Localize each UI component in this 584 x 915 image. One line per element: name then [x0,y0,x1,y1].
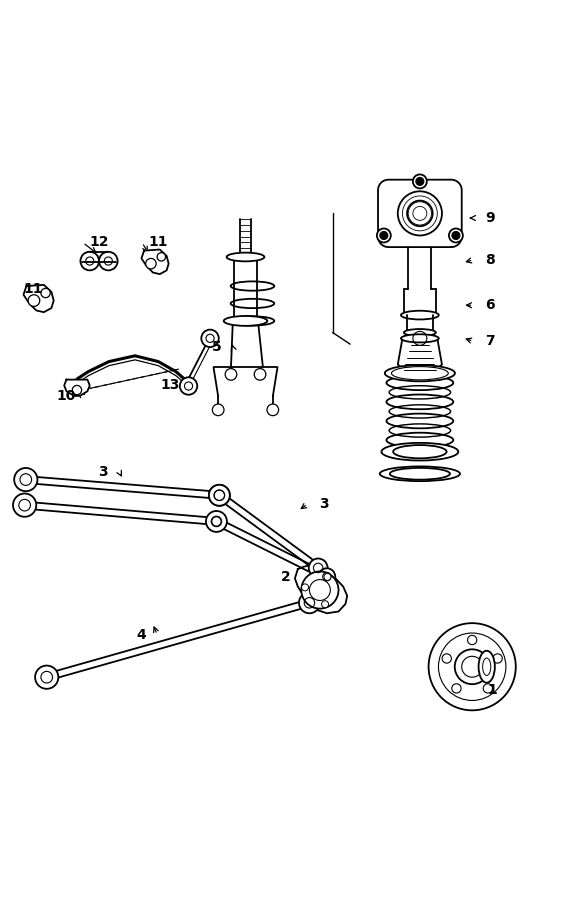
Ellipse shape [401,311,439,319]
Circle shape [254,369,266,381]
Circle shape [299,592,320,613]
Polygon shape [25,501,217,525]
Circle shape [429,623,516,710]
Circle shape [318,568,335,585]
Circle shape [442,654,451,663]
Text: 13: 13 [160,378,180,392]
Circle shape [157,253,165,261]
Circle shape [377,229,391,242]
Circle shape [81,252,99,270]
Text: 11: 11 [23,282,43,296]
Circle shape [455,650,489,684]
Polygon shape [217,492,320,571]
Polygon shape [231,324,263,368]
Circle shape [72,385,82,394]
Text: 11: 11 [148,235,168,250]
Circle shape [99,252,117,270]
Ellipse shape [478,651,495,683]
Text: 6: 6 [485,298,495,312]
Polygon shape [26,476,220,499]
Text: 5: 5 [211,340,221,354]
Circle shape [180,377,197,394]
Circle shape [380,231,388,240]
Circle shape [309,558,328,577]
Ellipse shape [381,443,458,460]
Text: 3: 3 [319,497,329,511]
Text: 9: 9 [485,211,495,225]
Polygon shape [64,380,90,396]
Text: 8: 8 [485,253,495,267]
Ellipse shape [401,334,439,342]
Ellipse shape [224,316,267,326]
Text: 7: 7 [485,334,495,349]
Circle shape [493,654,502,663]
Circle shape [449,229,463,242]
Circle shape [398,191,442,235]
Circle shape [145,258,156,269]
Circle shape [225,369,237,381]
Text: 10: 10 [57,390,76,404]
Circle shape [201,329,219,347]
Circle shape [209,485,230,506]
Circle shape [28,295,40,307]
Circle shape [41,288,50,297]
Text: 2: 2 [281,570,291,584]
Text: 3: 3 [98,465,108,479]
Ellipse shape [404,329,436,336]
Polygon shape [295,565,347,613]
Text: 1: 1 [488,683,498,697]
Circle shape [267,404,279,415]
Circle shape [452,684,461,693]
Circle shape [301,584,308,591]
Polygon shape [398,339,442,376]
Circle shape [35,665,58,689]
Circle shape [322,601,329,608]
Circle shape [207,512,226,531]
Ellipse shape [385,365,455,382]
Circle shape [14,468,37,491]
Polygon shape [46,599,310,681]
Circle shape [213,404,224,415]
Circle shape [413,175,427,188]
Text: 12: 12 [89,235,109,250]
Circle shape [416,178,424,186]
Polygon shape [215,518,328,580]
Circle shape [468,635,477,645]
Circle shape [324,574,331,580]
Ellipse shape [380,467,460,481]
Polygon shape [23,285,54,312]
Circle shape [13,493,36,517]
Text: 4: 4 [136,628,146,641]
Ellipse shape [227,253,265,262]
Polygon shape [141,250,169,274]
Circle shape [206,511,227,532]
Polygon shape [234,260,257,324]
Circle shape [301,572,339,608]
Polygon shape [378,179,462,247]
Circle shape [452,231,460,240]
Circle shape [483,684,492,693]
Circle shape [209,485,230,506]
